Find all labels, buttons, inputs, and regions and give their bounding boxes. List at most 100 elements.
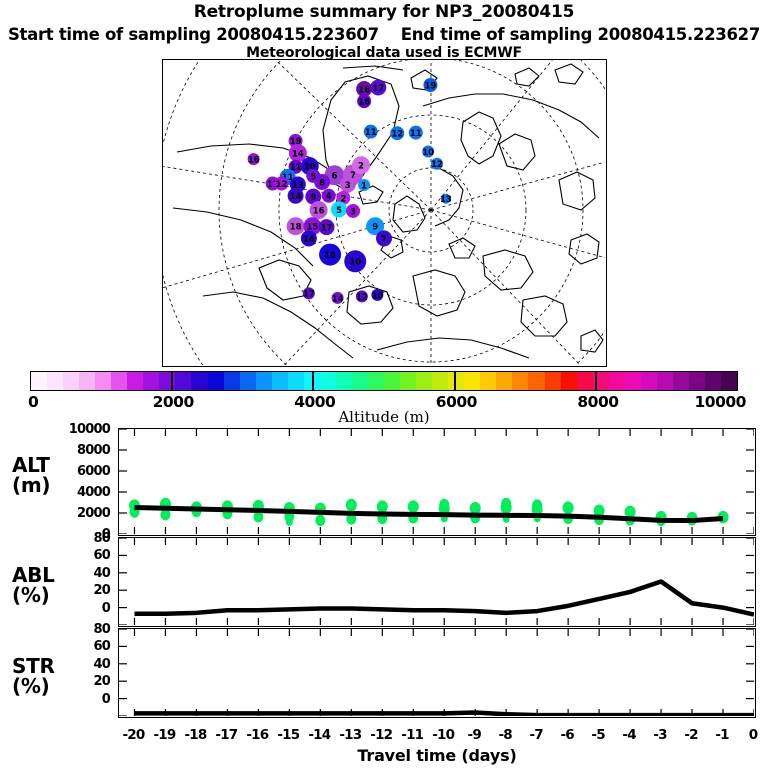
map-coastlines xyxy=(172,63,604,359)
map-marker-label: 17 xyxy=(372,84,384,94)
map-marker-label: 19 xyxy=(290,137,302,147)
x-tick-label: -1 xyxy=(715,727,729,743)
map-marker xyxy=(314,174,331,190)
colorbar-divider-4000 xyxy=(312,371,315,391)
y-tick-label: 80 xyxy=(93,531,111,546)
map-marker-label: 17 xyxy=(321,224,333,234)
colorbar-cell-37 xyxy=(624,372,641,390)
altitude-colorbar xyxy=(30,371,738,391)
colorbar-tick-6000: 6000 xyxy=(435,393,478,411)
alt-axis-label: ALT (m) xyxy=(12,453,51,497)
end-time-label: End time of sampling 20080415.223627 xyxy=(400,25,761,44)
x-tick-label: -10 xyxy=(432,727,455,743)
alt-mean-line xyxy=(134,505,724,524)
map-marker-label: 12 xyxy=(431,160,443,170)
colorbar-cell-24 xyxy=(416,372,433,390)
x-tick-label: -20 xyxy=(122,727,145,743)
map-marker-label: 7 xyxy=(350,171,356,181)
map-marker xyxy=(422,145,435,158)
y-tick-label: 20 xyxy=(93,674,111,690)
map-marker-label: 2 xyxy=(358,162,364,172)
map-marker xyxy=(288,144,307,163)
map-marker xyxy=(318,219,335,236)
colorbar-cell-3 xyxy=(79,372,96,390)
map-marker-label: 13 xyxy=(440,195,452,205)
map-marker xyxy=(440,193,451,204)
colorbar-cell-21 xyxy=(367,372,385,390)
alt-scatter-point xyxy=(407,500,419,514)
colorbar-cell-25 xyxy=(432,372,449,390)
map-marker xyxy=(358,179,371,192)
map-marker xyxy=(274,176,289,191)
map-marker-label: 14 xyxy=(290,192,302,202)
map-marker xyxy=(321,188,336,203)
y-tick-label: 2000 xyxy=(77,506,111,521)
sampling-time-row: Start time of sampling 20080415.223607 En… xyxy=(0,25,768,44)
map-marker-label: 10 xyxy=(371,291,383,301)
colorbar-cell-8 xyxy=(159,372,176,390)
map-marker xyxy=(336,190,351,205)
map-marker xyxy=(352,156,371,175)
colorbar-cell-40 xyxy=(672,372,689,390)
met-data-label: Meteorological data used is ECMWF xyxy=(246,45,522,61)
map-marker-label: 3 xyxy=(350,207,356,217)
colorbar-cell-27 xyxy=(464,372,481,390)
y-tick-label: 4000 xyxy=(77,485,111,500)
colorbar-divider-6000 xyxy=(453,371,456,391)
colorbar-cell-1 xyxy=(47,372,64,390)
alt-scatter-point xyxy=(160,508,171,521)
colorbar-cell-42 xyxy=(704,372,722,390)
map-marker-label: 13 xyxy=(292,181,304,191)
map-marker-label: 11 xyxy=(365,128,377,138)
map-marker-label: 3 xyxy=(345,181,351,191)
abl-panel xyxy=(118,537,756,627)
map-marker xyxy=(346,203,361,218)
colorbar-cell-31 xyxy=(528,372,545,390)
colorbar-cell-38 xyxy=(640,372,657,390)
x-tick-label: -2 xyxy=(684,727,698,743)
y-tick-label: 20 xyxy=(93,583,111,599)
map-marker xyxy=(344,250,367,273)
map-marker xyxy=(431,157,444,170)
str-line xyxy=(134,710,754,716)
map-marker xyxy=(305,188,322,205)
map-marker-label: 11 xyxy=(290,163,302,173)
x-axis-title: Travel time (days) xyxy=(357,746,517,765)
map-marker-label: 5 xyxy=(336,206,342,216)
map-marker xyxy=(331,291,344,304)
colorbar-tick-0: 0 xyxy=(28,393,39,411)
map-marker-label: 12 xyxy=(356,293,368,303)
x-tick-label: -3 xyxy=(653,727,667,743)
colorbar-tick-4000: 4000 xyxy=(294,393,336,411)
page-title: Retroplume summary for NP3_20080415 xyxy=(193,2,575,22)
map-marker-label: 9 xyxy=(310,193,316,203)
abl-plot-canvas xyxy=(119,538,754,625)
map-marker-label: 12 xyxy=(276,180,288,190)
map-marker-label: 14 xyxy=(292,149,304,159)
map-marker-label: 10 xyxy=(349,258,361,268)
y-tick-label: 80 xyxy=(93,622,111,637)
colorbar-cell-15 xyxy=(271,372,288,390)
map-marker xyxy=(363,124,378,139)
map-marker-label: 14 xyxy=(332,294,344,304)
y-tick-label: 60 xyxy=(93,639,111,655)
y-tick-label: 0 xyxy=(101,527,111,542)
x-tick-label: -13 xyxy=(339,727,362,743)
abl-line xyxy=(134,579,754,617)
colorbar-cell-36 xyxy=(608,372,625,390)
colorbar-cell-29 xyxy=(496,372,513,390)
map-marker-label: 11 xyxy=(282,173,294,183)
colorbar-cell-0 xyxy=(31,372,48,390)
colorbar-cell-6 xyxy=(127,372,144,390)
alt-scatter-point xyxy=(315,514,326,527)
y-tick-label: 60 xyxy=(93,548,111,564)
map-marker xyxy=(408,125,423,140)
map-marker-label: 18 xyxy=(324,251,336,261)
map-marker-label: 4 xyxy=(326,192,332,202)
alt-scatter-point xyxy=(501,497,512,510)
x-tick-label: -19 xyxy=(153,727,176,743)
colorbar-tick-8000: 8000 xyxy=(577,393,619,411)
